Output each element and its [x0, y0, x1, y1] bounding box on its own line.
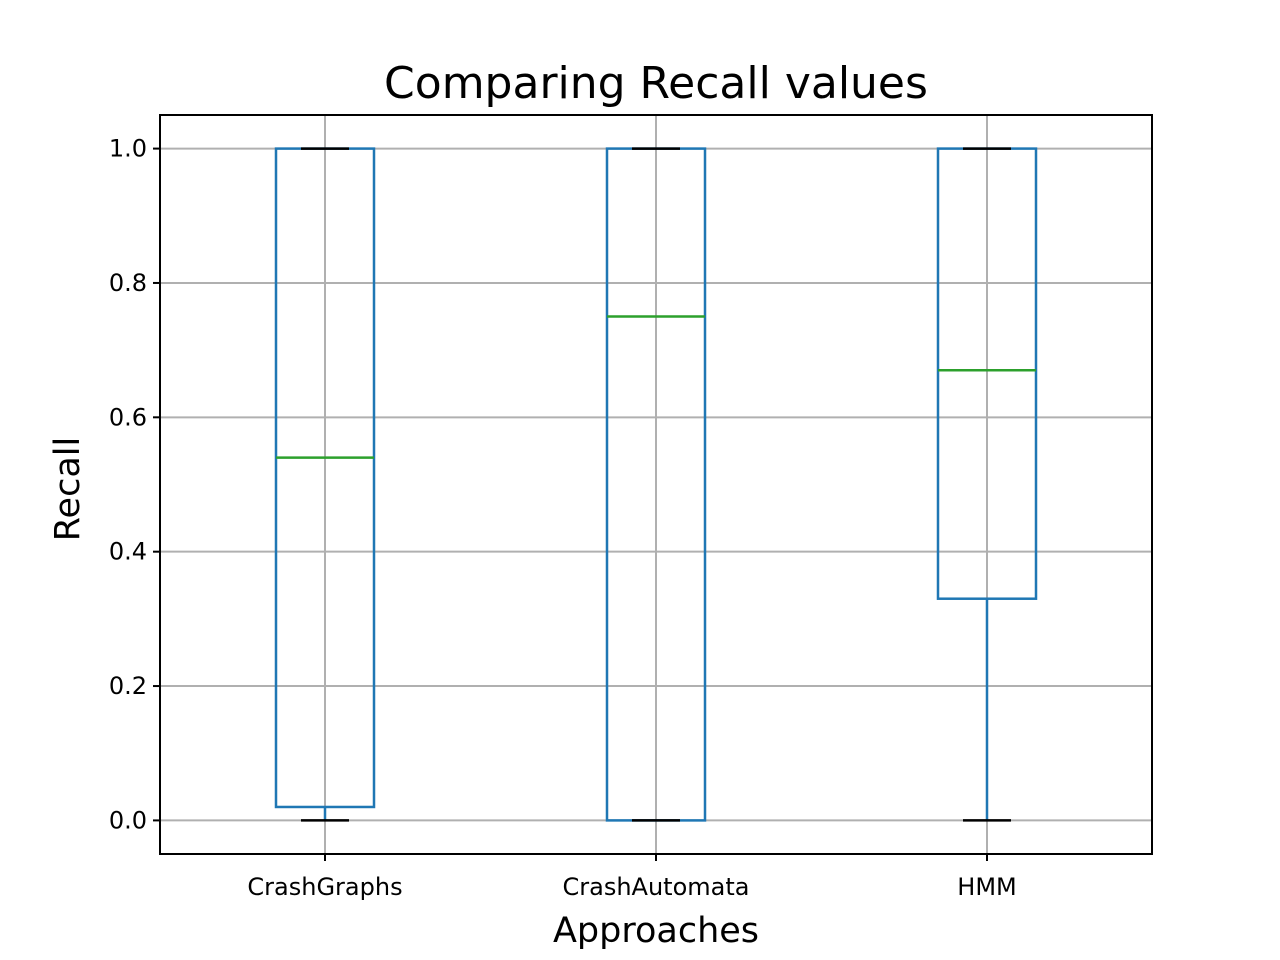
x-tick-label: CrashAutomata	[563, 873, 750, 901]
chart-title: Comparing Recall values	[384, 58, 928, 109]
x-axis-label: Approaches	[553, 911, 759, 951]
y-tick-label: 1.0	[109, 135, 147, 163]
grid-lines	[160, 115, 1152, 854]
y-tick-label: 0.4	[109, 538, 147, 566]
y-tick-label: 0.8	[109, 269, 147, 297]
y-tick-label: 0.6	[109, 403, 147, 431]
y-axis: 0.0 0.2 0.4 0.6 0.8 1.0	[109, 135, 160, 834]
x-axis: CrashGraphs CrashAutomata HMM	[247, 854, 1017, 901]
box-group	[605, 147, 707, 822]
y-tick-label: 0.2	[109, 672, 147, 700]
x-tick-label: CrashGraphs	[247, 873, 402, 901]
x-tick-label: HMM	[957, 873, 1016, 901]
y-tick-label: 0.0	[109, 806, 147, 834]
box-group	[274, 147, 376, 822]
box-group	[936, 147, 1038, 822]
box-series	[274, 147, 1038, 822]
y-axis-label: Recall	[48, 437, 88, 541]
